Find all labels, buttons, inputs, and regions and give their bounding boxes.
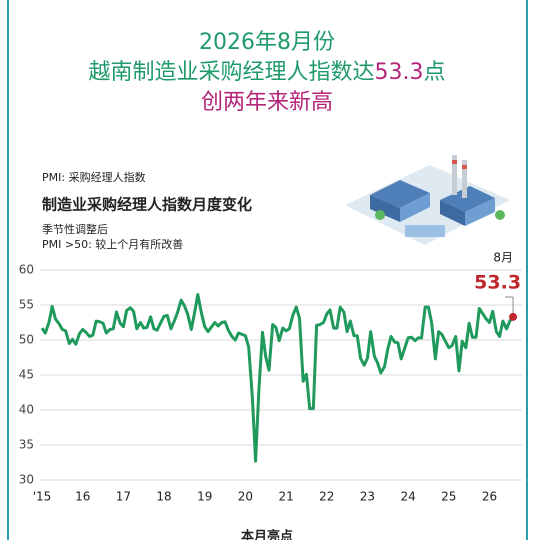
plot: 30 35 40 45 50 55 60 '15 16 17 18 19 20 21 22 23 24 25 26 8… [19,251,522,504]
headline-unit: 点 [423,60,445,85]
headline-2: 创两年来新高 [201,90,333,115]
headline-text: 越南制造业采购经理人指数达 [88,60,374,85]
x-tick-label: 24 [400,490,415,504]
x-tick-label: 21 [278,490,293,504]
x-tick-label: 25 [441,490,456,504]
x-tick-label: 18 [156,490,171,504]
y-tick-label: 45 [19,368,34,382]
x-tick-label: 20 [238,490,253,504]
y-tick-label: 35 [19,438,34,452]
x-tick-label: '15 [33,490,52,504]
x-tick-label: 26 [482,490,497,504]
pmi-line [40,293,515,463]
x-tick-label: 19 [197,490,212,504]
note: 季节性调整后 [42,222,108,236]
chart-title: 制造业采购经理人指数月度变化 [42,196,252,214]
y-tick-label: 50 [19,333,34,347]
title: 2026年8月份 [199,30,335,55]
y-tick-label: 60 [19,263,34,277]
x-tick-label: 23 [360,490,375,504]
annotation-month: 8月 [493,251,513,265]
y-tick-label: 40 [19,403,34,417]
last-point [509,312,518,321]
y-tick-label: 30 [19,473,34,487]
x-tick-label: 17 [116,490,131,504]
x-tick-label: 16 [75,490,90,504]
headline: 越南制造业采购经理人指数达53.3点 [88,60,445,85]
note: PMI: 采购经理人指数 [42,170,146,184]
factory-illustration [345,155,510,245]
annotation-value: 53.3 [474,272,521,294]
headline-value: 53.3 [375,60,424,85]
y-tick-label: 55 [19,298,34,312]
x-tick-label: 22 [319,490,334,504]
footer: 本月亮点 [241,529,293,540]
note: PMI >50: 较上个月有所改善 [42,237,183,251]
